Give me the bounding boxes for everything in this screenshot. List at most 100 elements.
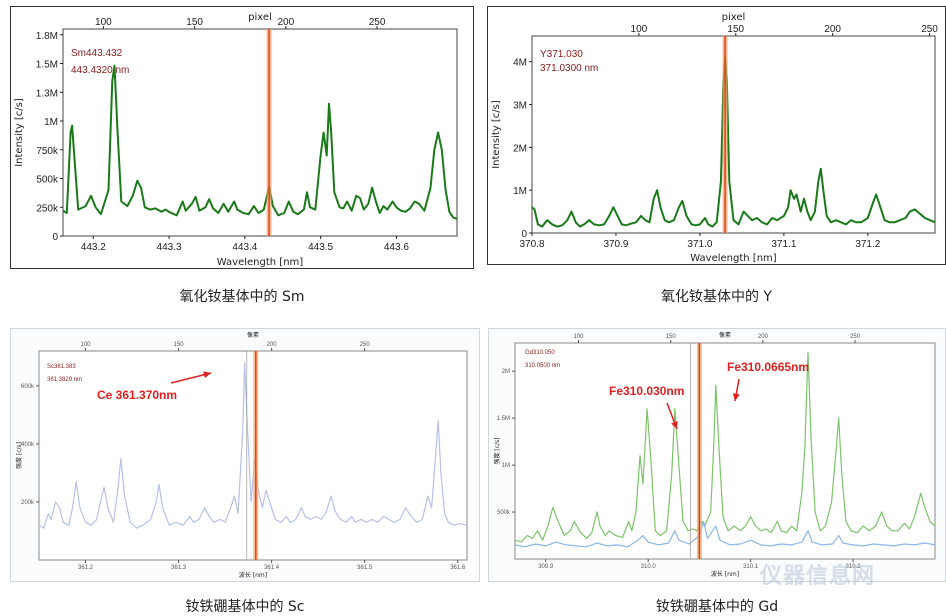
y-tick-label: 500k [36, 175, 59, 186]
top-tick-label: 150 [727, 24, 744, 35]
y-tick-label: 1M [502, 463, 510, 469]
top-tick-label: 100 [81, 342, 92, 348]
annotation-label: 371.0300 nm [540, 63, 598, 74]
y-tick-label: 1.8M [36, 31, 58, 42]
series-line-1 [514, 520, 936, 548]
top-axis-title: 像素 [719, 331, 731, 339]
x-tick-label: 443.6 [384, 242, 409, 253]
y-tick-label: 4M [513, 58, 527, 69]
y-tick-label: 1.5M [36, 60, 58, 71]
x-tick-label: 309.9 [538, 564, 554, 570]
x-tick-label: 361.2 [78, 565, 94, 571]
x-axis-title: Wavelength [nm] [690, 253, 776, 264]
plot-area [38, 350, 468, 561]
chart-gd: 309.9 310.0 310.1 310.2 100 150 200 250 500k 1M 1.… [493, 331, 936, 578]
plot-area [514, 342, 936, 560]
top-tick-label: 250 [850, 334, 861, 340]
top-tick-label: 250 [921, 24, 938, 35]
caption-sc: 钕铁硼基体中的 Sc [185, 599, 305, 615]
top-tick-label: 200 [267, 342, 278, 348]
y-tick-label: 0 [52, 232, 58, 243]
chart-y: 370.8 370.9 371.0 371.1 371.2 100 150 200 250 0 1M… [491, 12, 938, 264]
x-tick-label: 361.3 [171, 565, 187, 571]
top-axis-title: 像素 [247, 331, 259, 339]
x-tick-label: 371.0 [687, 239, 712, 250]
series-line-0 [531, 56, 936, 228]
x-tick-label: 310.2 [846, 564, 862, 570]
callout-label: Fe310.0665nm [727, 360, 809, 374]
x-axis-title: Wavelength [nm] [217, 257, 303, 268]
series-line-0 [38, 362, 468, 529]
callout-arrow-head [671, 421, 678, 429]
y-axis-title: 强度 [c/s] [493, 437, 501, 464]
chart-panel-sm: 443.2 443.3 443.4 443.5 443.6 100 150 200 250 0 25… [10, 6, 474, 269]
caption-gd: 钕铁硼基体中的 Gd [655, 599, 779, 615]
x-tick-label: 371.1 [771, 239, 796, 250]
caption-sm: 氧化钕基体中的 Sm [179, 289, 305, 305]
y-tick-label: 2M [502, 369, 510, 375]
y-tick-label: 750k [36, 146, 59, 157]
plot-area [62, 28, 458, 237]
top-tick-label: 100 [95, 17, 112, 28]
x-tick-label: 361.6 [450, 565, 466, 571]
x-tick-label: 443.2 [81, 242, 106, 253]
x-tick-label: 310.1 [743, 564, 759, 570]
x-tick-label: 310.0 [641, 564, 657, 570]
x-tick-label: 443.5 [308, 242, 333, 253]
top-tick-label: 150 [666, 334, 677, 340]
y-tick-label: 600k [21, 384, 35, 390]
top-tick-label: 150 [186, 17, 203, 28]
x-tick-label: 370.8 [519, 239, 544, 250]
x-axis-title: 波长 [nm] [239, 571, 267, 579]
y-tick-label: 200k [21, 500, 35, 506]
y-tick-label: 1M [513, 186, 527, 197]
x-tick-label: 443.3 [157, 242, 182, 253]
chart-panel-y: 370.8 370.9 371.0 371.1 371.2 100 150 200 250 0 1M… [487, 6, 946, 265]
top-tick-label: 250 [369, 17, 386, 28]
watermark: 仪器信息网 [760, 564, 876, 589]
top-tick-label: 250 [360, 342, 371, 348]
top-tick-label: 100 [574, 334, 585, 340]
top-tick-label: 200 [277, 17, 294, 28]
annotation-label: 443.4320 nm [71, 65, 129, 76]
y-tick-label: 1M [44, 117, 58, 128]
x-axis-title: 波长 [nm] [711, 570, 739, 578]
y-tick-label: 500k [497, 510, 511, 516]
annotation-label: Sc361.383 [47, 364, 76, 370]
callout-label: Ce 361.370nm [97, 388, 177, 402]
y-tick-label: 0 [521, 229, 527, 240]
top-tick-label: 100 [631, 24, 648, 35]
x-tick-label: 361.5 [357, 565, 373, 571]
top-tick-label: 200 [758, 334, 769, 340]
series-line-0 [514, 351, 936, 543]
top-axis-title: pixel [248, 12, 272, 23]
annotation-label: Gd310.050 [525, 350, 555, 356]
top-tick-label: 150 [174, 342, 185, 348]
y-tick-label: 3M [513, 101, 527, 112]
y-tick-label: 250k [36, 203, 59, 214]
chart-sm: 443.2 443.3 443.4 443.5 443.6 100 150 200 250 0 25… [14, 12, 458, 268]
x-tick-label: 361.4 [264, 565, 280, 571]
plot-area [531, 35, 936, 234]
annotation-label: Y371.030 [540, 49, 583, 60]
caption-y: 氧化钕基体中的 Y [660, 289, 772, 305]
callout-arrow-head [203, 371, 211, 379]
y-axis-title: 强度 [c/s] [15, 442, 23, 469]
callout-label: Fe310.030nm [609, 384, 684, 398]
annotation-label: Sm443.432 [71, 48, 123, 59]
y-axis-title: Intensity [c/s] [14, 98, 25, 167]
y-tick-label: 2M [513, 143, 527, 154]
annotation-label: 310.0500 nm [525, 363, 560, 369]
callout-arrow-head [732, 393, 740, 401]
x-tick-label: 370.9 [603, 239, 628, 250]
y-axis-title: Intensity [c/s] [491, 100, 502, 169]
chart-sc: 361.2 361.3 361.4 361.5 361.6 100 150 200 250 200… [15, 331, 468, 579]
y-tick-label: 1.5M [497, 416, 510, 422]
chart-panel-gd: 309.9 310.0 310.1 310.2 100 150 200 250 500k 1M 1.… [488, 328, 946, 582]
top-axis-title: pixel [722, 12, 746, 23]
x-tick-label: 443.4 [232, 242, 257, 253]
y-tick-label: 1.3M [36, 88, 58, 99]
x-tick-label: 371.2 [855, 239, 880, 250]
annotation-label: 361.3829 nm [47, 377, 82, 383]
top-tick-label: 200 [824, 24, 841, 35]
